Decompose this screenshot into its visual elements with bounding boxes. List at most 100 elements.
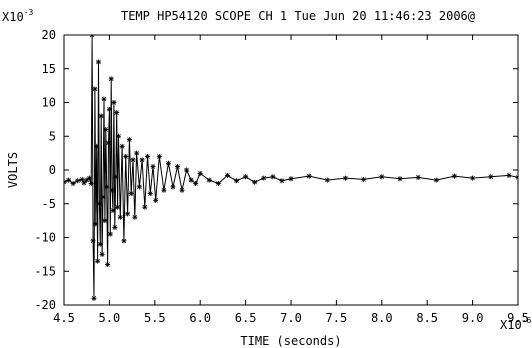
y-tick-label: -20	[34, 298, 56, 312]
data-point	[433, 177, 439, 183]
data-point	[114, 110, 120, 116]
x-tick-label: 4.5	[53, 311, 75, 325]
y-tick-label: -15	[34, 264, 56, 278]
y-tick-label: 15	[42, 62, 56, 76]
x-axis-label: TIME (seconds)	[240, 334, 341, 348]
data-point	[119, 143, 125, 149]
y-tick-label: -10	[34, 231, 56, 245]
data-point	[134, 150, 140, 156]
data-point	[75, 178, 81, 184]
data-point	[184, 167, 190, 173]
data-point	[128, 191, 134, 197]
data-point	[115, 204, 121, 210]
data-point	[89, 35, 95, 38]
data-point	[109, 187, 115, 193]
x-tick-label: 5.5	[144, 311, 166, 325]
x-tick-label: 8.5	[416, 311, 438, 325]
data-point	[110, 208, 116, 213]
data-point	[117, 214, 123, 220]
data-point	[415, 174, 421, 180]
data-point	[206, 177, 212, 183]
data-point	[170, 184, 176, 190]
chart-title: TEMP HP54120 SCOPE CH 1 Tue Jun 20 11:46…	[121, 9, 475, 23]
data-point	[252, 179, 258, 185]
data-point	[92, 86, 98, 92]
data-point	[379, 174, 385, 180]
data-point	[224, 172, 230, 178]
data-point	[105, 262, 111, 267]
data-point	[342, 175, 348, 181]
x-tick-label: 6.0	[189, 311, 211, 325]
data-point	[270, 174, 276, 180]
data-point	[142, 204, 148, 210]
data-point	[126, 137, 132, 143]
data-point	[324, 177, 330, 183]
y-tick-label: -5	[42, 197, 56, 211]
data-point	[161, 187, 167, 193]
data-point	[107, 231, 113, 237]
data-point	[515, 174, 518, 180]
data-point	[105, 140, 111, 146]
data-point	[261, 175, 267, 181]
x-tick-label: 7.5	[326, 311, 348, 325]
data-point	[130, 157, 136, 163]
data-point	[100, 194, 106, 200]
x-tick-label: 6.5	[235, 311, 257, 325]
data-point	[97, 241, 103, 247]
x-tick-label: 9.5	[507, 311, 529, 325]
data-point	[101, 96, 107, 102]
data-point	[102, 218, 108, 224]
data-point	[193, 181, 199, 186]
data-point	[488, 174, 494, 180]
data-point	[139, 157, 145, 163]
data-point	[215, 181, 221, 186]
data-point	[165, 160, 171, 166]
data-point	[86, 175, 92, 181]
data-point	[175, 164, 180, 170]
data-point	[95, 258, 101, 264]
data-point	[66, 177, 72, 183]
axis-ticks: 4.5 5.0 5.5 6.0 6.5 7.0 7.5 8.0 8.5 9.0 9.5 20 15 10 5…	[34, 28, 529, 325]
data-point	[96, 201, 102, 207]
data-point	[188, 177, 194, 183]
x-multiplier: X10-6	[500, 316, 532, 332]
data-point	[108, 76, 114, 82]
data-point	[451, 173, 457, 179]
y-tick-label: 5	[49, 129, 56, 143]
data-point	[150, 164, 156, 170]
data-point	[90, 238, 96, 244]
data-point	[506, 172, 512, 178]
data-point	[70, 181, 76, 186]
data-point	[94, 143, 100, 149]
data-point	[98, 113, 104, 119]
y-axis-label: VOLTS	[6, 152, 20, 188]
data-point	[145, 154, 151, 159]
data-point	[136, 184, 142, 190]
data-point	[96, 59, 102, 65]
series-line	[64, 35, 518, 299]
data-point	[156, 154, 162, 159]
data-point	[106, 106, 112, 112]
data-point	[88, 181, 94, 186]
data-point	[112, 224, 118, 230]
data-point	[234, 178, 240, 184]
data-point	[153, 197, 159, 203]
y-tick-label: 10	[42, 96, 56, 110]
y-tick-label: 0	[49, 163, 56, 177]
data-point	[147, 191, 153, 197]
data-point	[99, 251, 105, 257]
data-series	[64, 35, 518, 301]
y-multiplier: X10-3	[2, 8, 34, 24]
x-tick-label: 7.0	[280, 311, 302, 325]
data-point	[306, 173, 312, 179]
x-tick-label: 5.0	[99, 311, 121, 325]
data-point	[279, 178, 285, 184]
data-point	[64, 179, 67, 185]
data-point	[361, 176, 367, 182]
x-tick-label: 8.0	[371, 311, 393, 325]
data-point	[243, 174, 249, 180]
data-point	[91, 295, 97, 301]
data-point	[103, 127, 109, 132]
data-point	[288, 176, 294, 182]
